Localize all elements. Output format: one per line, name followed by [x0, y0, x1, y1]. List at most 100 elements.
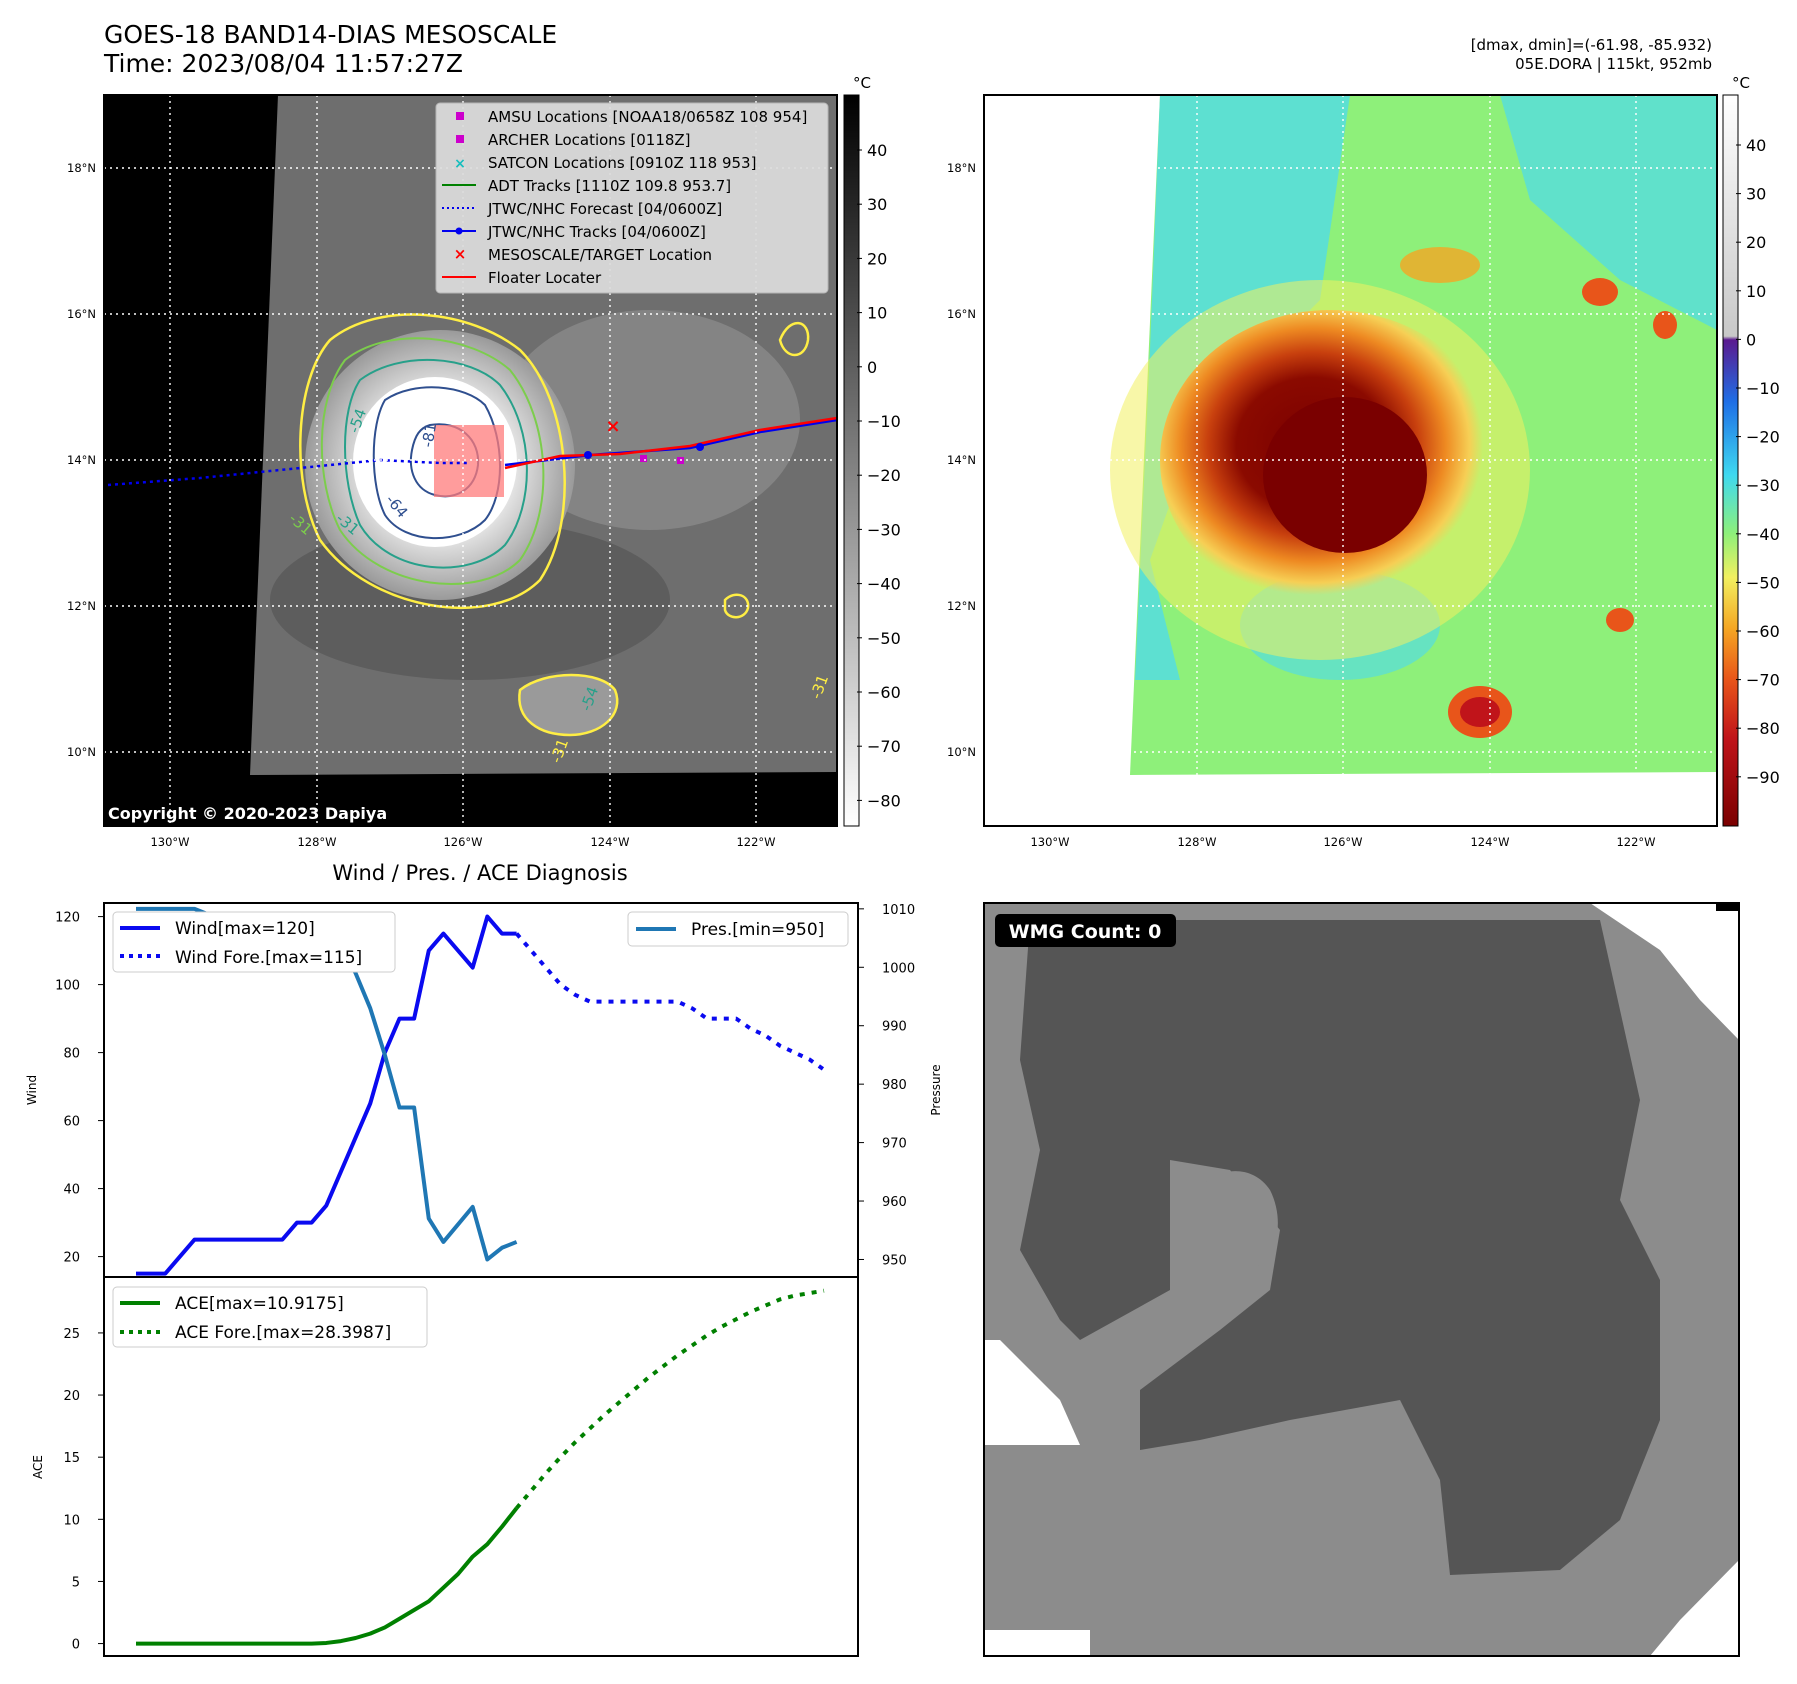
colorbar-tick-label: −30 [867, 520, 901, 539]
warm-cluster [1653, 311, 1677, 339]
svg-text:10°N: 10°N [67, 745, 96, 759]
target-legend-icon: × [454, 245, 467, 263]
jtwc-track-line [504, 418, 838, 467]
mesoscale-target-marker: × [605, 416, 620, 437]
wmg-warm-hole [1195, 1171, 1278, 1272]
amsu-marker [640, 455, 647, 462]
ace-legend: ACE[max=10.9175] ACE Fore.[max=28.3987] [112, 1286, 428, 1348]
warm-cluster [1606, 608, 1634, 632]
wind-legend: Wind[max=120] Wind Fore.[max=115] [112, 911, 396, 973]
ace-tick-label: 25 [63, 1327, 80, 1342]
colorbar-tick-label: −10 [867, 412, 901, 431]
colorbar-tick-label: −70 [867, 737, 901, 756]
colorbar-tick-label: 30 [1746, 185, 1766, 204]
legend-entry: JTWC/NHC Tracks [04/0600Z] [487, 223, 706, 241]
floater-locater-line [504, 416, 838, 470]
wind-tick-label: 120 [55, 911, 80, 926]
colorbar-tick-label: 30 [867, 195, 887, 214]
pressure-tick-label: 1010 [882, 903, 915, 918]
storm-dmax-dmin: [dmax, dmin]=(-61.98, -85.932) [1470, 36, 1712, 54]
svg-text:130°W: 130°W [1030, 835, 1069, 849]
colorbar-unit: °C [853, 74, 871, 92]
right-color-map: 18°N 16°N 14°N 12°N 10°N 130°W 128°W 126… [947, 94, 1718, 849]
svg-text:18°N: 18°N [947, 161, 976, 175]
wmg-edge-white [984, 1340, 1080, 1445]
colorbar-tick-label: 0 [1746, 330, 1756, 349]
storm-eye-region [1263, 397, 1427, 553]
archer-legend-icon [456, 135, 464, 143]
colorbar-tick-label: −70 [1746, 671, 1780, 690]
legend-entry: Wind[max=120] [175, 919, 315, 939]
colorbar-tick-label: −90 [1746, 768, 1780, 787]
svg-text:10°N: 10°N [947, 745, 976, 759]
wind-tick-label: 80 [63, 1047, 80, 1062]
cloud-cluster-south [518, 673, 619, 737]
legend-entry: ACE Fore.[max=28.3987] [175, 1323, 391, 1343]
copyright-text: Copyright © 2020-2023 Dapiya [108, 804, 387, 823]
svg-text:122°W: 122°W [1616, 835, 1655, 849]
legend-entry: JTWC/NHC Forecast [04/0600Z] [487, 200, 722, 218]
ace-tick-label: 0 [72, 1638, 80, 1653]
left-map-lon-labels: 130°W 128°W 126°W 124°W 122°W [150, 835, 775, 849]
cloud-cluster-ne [778, 321, 810, 357]
left-colorbar: °C 40 30 20 10 0 −10 −20 −30 −40 −50 −60 −70 −80 [843, 74, 901, 827]
ace-axis-label: ACE [31, 1455, 45, 1479]
svg-text:16°N: 16°N [947, 307, 976, 321]
svg-text:12°N: 12°N [947, 599, 976, 613]
jtwc-forecast-line [107, 458, 470, 487]
colorbar-tick-label: −40 [867, 575, 901, 594]
ace-tick-label: 20 [63, 1389, 80, 1404]
legend-entry: MESOSCALE/TARGET Location [488, 246, 712, 264]
pressure-tick-label: 960 [882, 1195, 907, 1210]
pressure-legend: Pres.[min=950] [627, 911, 849, 947]
wmg-edge-white [984, 1630, 1090, 1656]
wmg-count-label: WMG Count: 0 [1009, 921, 1162, 943]
figure-title: GOES-18 BAND14-DIAS MESOSCALE Time: 2023… [104, 20, 557, 78]
amsu-legend-icon [456, 112, 464, 120]
contour-40 [320, 337, 545, 585]
contour-31 [299, 313, 566, 609]
svg-text:14°N: 14°N [67, 453, 96, 467]
contour-label: -81 [418, 421, 440, 448]
warm-cluster-core [1460, 697, 1500, 727]
colorbar-tick-label: −80 [1746, 719, 1780, 738]
colorbar-tick-label: 0 [867, 358, 877, 377]
colorbar-tick-label: 10 [867, 304, 887, 323]
title-product: GOES-18 BAND14-DIAS MESOSCALE [104, 20, 558, 49]
left-map-lat-labels: 18°N 16°N 14°N 12°N 10°N [67, 161, 96, 759]
colorbar-tick-label: −20 [867, 466, 901, 485]
right-map-frame [983, 94, 1718, 827]
ace-tick-label: 5 [72, 1575, 80, 1590]
wind-forecast-line [515, 932, 826, 1072]
legend-entry: Floater Locater [488, 269, 602, 287]
colorbar-tick-label: −60 [867, 683, 901, 702]
svg-text:14°N: 14°N [947, 453, 976, 467]
svg-text:16°N: 16°N [67, 307, 96, 321]
wind-pressure-chart: Wind Pressure 20 40 60 80 100 120 950 960 970 98… [25, 902, 943, 1278]
ace-tick-label: 10 [63, 1513, 80, 1528]
colorbar-tick-label: 20 [1746, 233, 1766, 252]
contour-64 [372, 386, 501, 540]
right-map-lat-labels: 18°N 16°N 14°N 12°N 10°N [947, 161, 976, 759]
wind-tick-label: 20 [63, 1251, 80, 1266]
legend-entry: SATCON Locations [0910Z 118 953] [488, 154, 756, 172]
wmg-frame [983, 902, 1740, 1657]
wmg-edge-white [1650, 1560, 1739, 1656]
colorbar-tick-label: 40 [867, 141, 887, 160]
legend-entry: Wind Fore.[max=115] [175, 948, 362, 968]
wmg-edge-white [1590, 903, 1739, 1040]
colorbar-tick-label: −50 [1746, 573, 1780, 592]
colorbar-tick-label: 40 [1746, 136, 1766, 155]
svg-text:18°N: 18°N [67, 161, 96, 175]
ace-chart: ACE 0 5 10 15 20 25 ACE[max=10.9175] ACE Fore… [31, 1276, 859, 1657]
svg-text:126°W: 126°W [1323, 835, 1362, 849]
pressure-tick-label: 1000 [882, 961, 915, 976]
colorbar-tick-label: −40 [1746, 525, 1780, 544]
warm-cluster [1400, 247, 1480, 283]
legend-entry: Pres.[min=950] [691, 920, 824, 940]
svg-text:124°W: 124°W [590, 835, 629, 849]
colorbar-tick-label: −10 [1746, 379, 1780, 398]
svg-text:124°W: 124°W [1470, 835, 1509, 849]
contour-54 [344, 358, 528, 569]
